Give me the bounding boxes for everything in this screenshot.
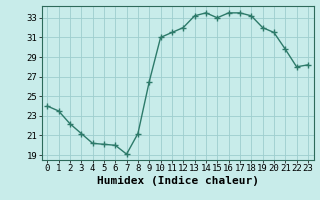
X-axis label: Humidex (Indice chaleur): Humidex (Indice chaleur) [97,176,259,186]
